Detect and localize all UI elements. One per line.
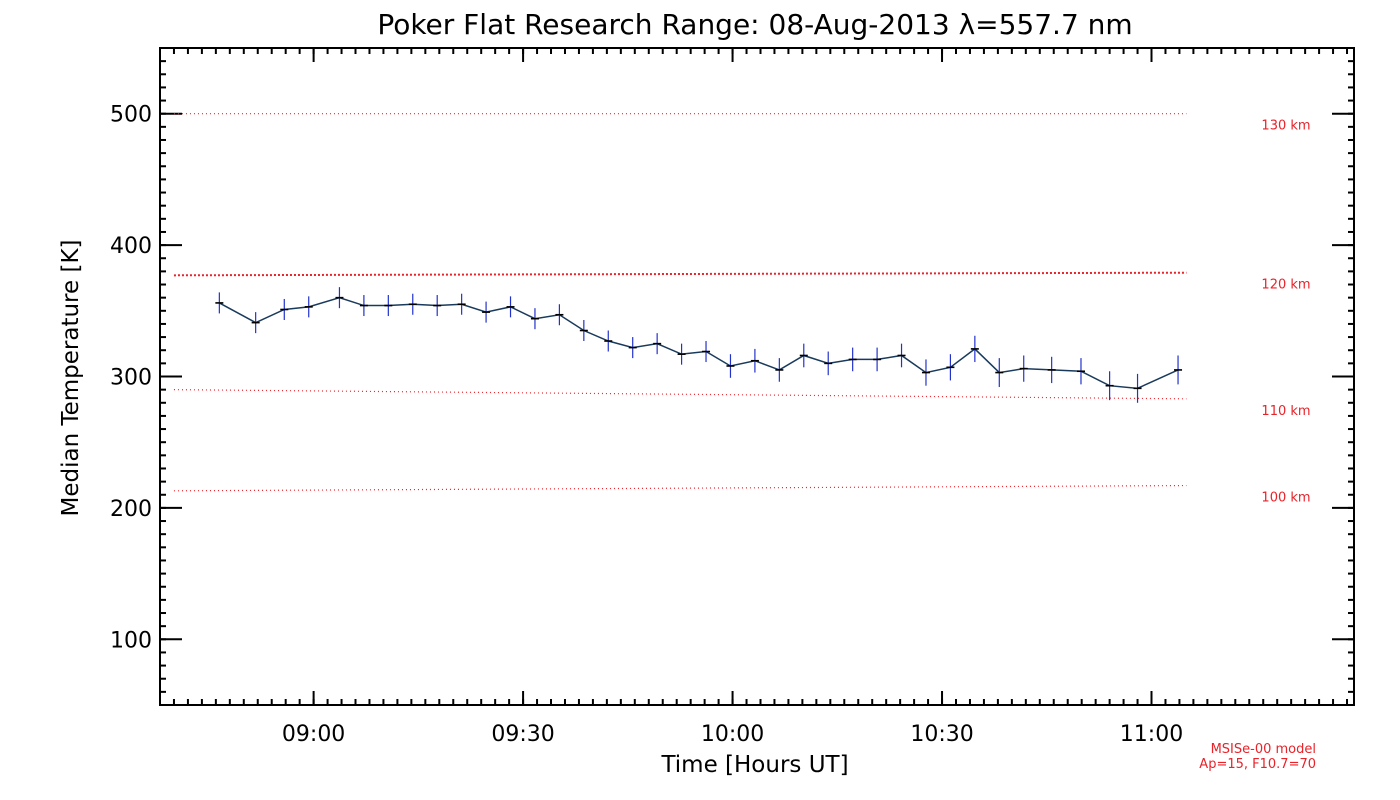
axis-ticks: 09:00 09:30 10:00 10:30 11:00 100 200 300 400 500 <box>110 47 1354 747</box>
model-altitude-line <box>173 271 1187 277</box>
model-lines: 130 km 120 km 110 km 100 km <box>173 113 1311 506</box>
y-tick-label: 400 <box>110 234 152 259</box>
x-tick-label: 09:00 <box>282 722 345 747</box>
y-tick-label: 500 <box>110 103 152 128</box>
x-tick-label: 11:00 <box>1120 722 1183 747</box>
x-tick-label: 10:00 <box>701 722 764 747</box>
x-axis-label: Time [Hours UT] <box>660 752 848 778</box>
y-tick-label: 100 <box>110 628 152 653</box>
model-altitude-label: 100 km <box>1261 491 1310 506</box>
model-altitude-label: 110 km <box>1261 404 1310 419</box>
series-line <box>218 296 1179 390</box>
plot-frame <box>159 47 1355 706</box>
y-tick-label: 200 <box>110 497 152 522</box>
model-altitude-label: 120 km <box>1261 278 1310 293</box>
y-tick-label: 300 <box>110 366 152 391</box>
model-altitude-line <box>173 484 1187 492</box>
x-tick-label: 10:30 <box>910 722 973 747</box>
y-axis-label: Median Temperature [K] <box>58 240 84 517</box>
x-tick-label: 09:30 <box>491 722 554 747</box>
model-note-line-2: Ap=15, F10.7=70 <box>1199 757 1316 772</box>
model-altitude-label: 130 km <box>1261 119 1310 134</box>
model-altitude-line <box>173 389 1187 400</box>
chart-title: Poker Flat Research Range: 08-Aug-2013 λ… <box>377 8 1132 41</box>
model-note-line-1: MSISe-00 model <box>1211 742 1316 757</box>
data-series <box>215 287 1183 403</box>
